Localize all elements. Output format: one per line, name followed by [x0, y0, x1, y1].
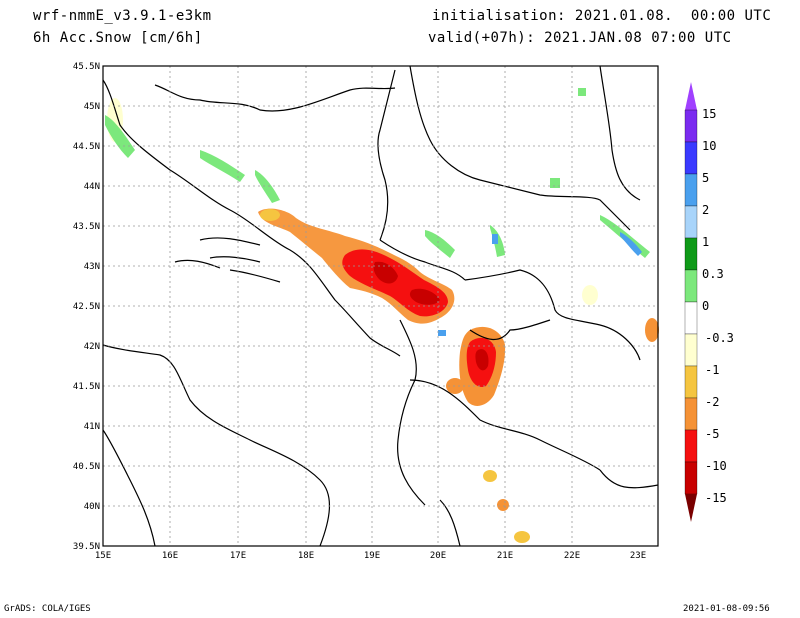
- lat-label: 43.5N: [73, 222, 100, 232]
- map-boundaries: [102, 65, 659, 547]
- lat-label: 40.5N: [73, 462, 100, 472]
- colorbar-label: -10: [705, 459, 727, 473]
- colorbar-label: -2: [705, 395, 719, 409]
- colorbar-label: -15: [705, 491, 727, 505]
- snow-region-blue: [438, 232, 642, 336]
- colorbar-label: 0: [702, 299, 709, 313]
- snow-blob: [260, 209, 280, 221]
- colorbar-label: 1: [702, 235, 709, 249]
- colorbar-swatch: [684, 301, 698, 335]
- colorbar-swatch: [684, 333, 698, 367]
- lon-label: 20E: [430, 551, 446, 561]
- lon-labels: 15E 16E 17E 18E 19E 20E 21E 22E 23E: [95, 551, 646, 561]
- colorbar-label: 15: [702, 107, 716, 121]
- init-time: initialisation: 2021.01.08. 00:00 UTC: [432, 8, 772, 24]
- colorbar-label: -1: [705, 363, 719, 377]
- lon-label: 18E: [298, 551, 314, 561]
- snow-region-darkred: [373, 261, 440, 305]
- lat-label: 41.5N: [73, 382, 100, 392]
- lat-label: 42.5N: [73, 302, 100, 312]
- colorbar-bottom-arrow: [685, 494, 697, 522]
- snow-blob: [645, 318, 659, 342]
- lon-label: 23E: [630, 551, 646, 561]
- colorbar-swatch: [684, 205, 698, 239]
- colorbar-swatch: [684, 237, 698, 271]
- colorbar-swatch: [684, 461, 698, 495]
- footer-timestamp: 2021-01-08-09:56: [683, 604, 770, 614]
- colorbar-label: 10: [702, 139, 716, 153]
- snow-precip-fields: [105, 88, 659, 543]
- colorbar-label: 0.3: [702, 267, 724, 281]
- colorbar-swatch: [684, 141, 698, 175]
- lon-label: 16E: [162, 551, 178, 561]
- lat-label: 42N: [84, 342, 100, 352]
- grid: [103, 66, 658, 546]
- colorbar-label: -0.3: [705, 331, 734, 345]
- lat-label: 44N: [84, 182, 100, 192]
- lon-label: 17E: [230, 551, 246, 561]
- colorbar-label: 5: [702, 171, 709, 185]
- lon-label: 15E: [95, 551, 111, 561]
- lon-label: 21E: [497, 551, 513, 561]
- lat-label: 45.5N: [73, 62, 100, 72]
- snow-blob: [582, 285, 598, 305]
- lat-label: 40N: [84, 502, 100, 512]
- lat-label: 43N: [84, 262, 100, 272]
- colorbar-top-arrow: [685, 82, 697, 110]
- colorbar-swatch: [684, 365, 698, 399]
- colorbar-swatch: [684, 269, 698, 303]
- colorbar-label: 2: [702, 203, 709, 217]
- snow-region-darkred-south: [475, 349, 489, 371]
- footer-credit: GrADS: COLA/IGES: [4, 604, 91, 614]
- colorbar-swatch: [684, 397, 698, 431]
- lat-labels: 45.5N 45N 44.5N 44N 43.5N 43N 42.5N 42N …: [73, 62, 100, 552]
- lat-label: 45N: [84, 102, 100, 112]
- colorbar-swatch: [684, 109, 698, 143]
- field-title: 6h Acc.Snow [cm/6h]: [33, 30, 203, 46]
- snow-blob: [483, 470, 497, 482]
- colorbar-label: -5: [705, 427, 719, 441]
- snow-region-green: [105, 88, 650, 258]
- valid-time: valid(+07h): 2021.JAN.08 07:00 UTC: [428, 30, 732, 46]
- lat-label: 44.5N: [73, 142, 100, 152]
- snow-blob: [514, 531, 530, 543]
- lat-label: 39.5N: [73, 542, 100, 552]
- model-title: wrf-nmmE_v3.9.1-e3km: [33, 8, 212, 24]
- lon-label: 19E: [364, 551, 380, 561]
- snow-blob: [497, 499, 509, 511]
- lon-label: 22E: [564, 551, 580, 561]
- plot-frame: [102, 65, 659, 547]
- lat-label: 41N: [84, 422, 100, 432]
- colorbar-swatch: [684, 173, 698, 207]
- colorbar-swatch: [684, 429, 698, 463]
- colorbar: 15 10 5 2 1 0.3 0 -0.3 -1 -2 -5 -10 -15: [684, 82, 734, 522]
